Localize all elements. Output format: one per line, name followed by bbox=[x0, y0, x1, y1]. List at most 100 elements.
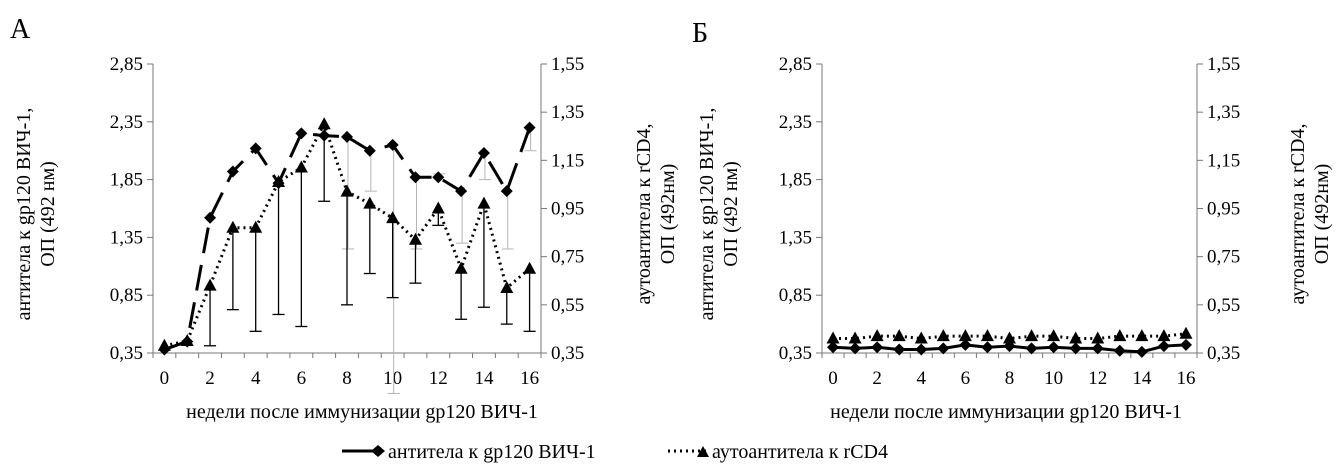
panel-a-right-tick-label: 0,95 bbox=[551, 199, 584, 220]
panel-b-series-gp120-point bbox=[959, 338, 972, 351]
panel-b-left-tick-label: 2,85 bbox=[779, 54, 812, 75]
panel-a-series-rcd4-point bbox=[226, 220, 240, 233]
legend-label-rcd4: аутоантитела к rCD4 bbox=[712, 441, 888, 463]
panel-b-series-gp120-point bbox=[849, 342, 862, 355]
panel-b-series-rcd4-point bbox=[1091, 331, 1105, 344]
panel-a-right-tick-label: 1,55 bbox=[551, 54, 584, 75]
panel-a-x-tick-label: 6 bbox=[297, 368, 307, 389]
panel-b-x-tick-label: 0 bbox=[828, 368, 838, 389]
panel-a-x-tick-label: 0 bbox=[160, 368, 170, 389]
panel-a-series-rcd4-point bbox=[249, 220, 263, 233]
panel-b-series-rcd4-point bbox=[936, 329, 950, 342]
panel-b-x-axis-label: недели после иммунизации gp120 ВИЧ-1 bbox=[830, 401, 1182, 423]
plots: 0,35 0,85 1,35 1,85 2,35 2,85 0,35 0,55 0,75 0,95… bbox=[110, 54, 1241, 394]
panel-a-x-tick-label: 2 bbox=[205, 368, 215, 389]
panel-a-x-tick-label: 8 bbox=[342, 368, 352, 389]
panel-a-right-tick-label: 1,35 bbox=[551, 102, 584, 123]
panel-b-right-tick-label: 1,55 bbox=[1207, 54, 1240, 75]
panel-b-series-rcd4-point bbox=[848, 331, 862, 344]
panel-a-left-tick-label: 2,85 bbox=[110, 54, 143, 75]
panel-b-right-tick-label: 1,35 bbox=[1207, 102, 1240, 123]
panel-a-left-tick-label: 1,35 bbox=[110, 227, 143, 248]
panel-b-x-tick-label: 4 bbox=[917, 368, 927, 389]
panel-b-right-tick-label: 1,15 bbox=[1207, 150, 1240, 171]
panel-a-x-axis-label: недели после иммунизации gp120 ВИЧ-1 bbox=[186, 401, 538, 423]
panel-b-series-gp120-point bbox=[893, 343, 906, 356]
panel-b-series-rcd4-point bbox=[958, 329, 972, 342]
panel-b-series-rcd4-point bbox=[1135, 329, 1149, 342]
panel-b-right-y-label-line1: аутоантитела к rCD4, bbox=[1287, 124, 1309, 305]
panel-b-series-rcd4-point bbox=[1003, 331, 1016, 344]
panel-b-series-gp120-point bbox=[1091, 342, 1104, 355]
panel-a-letter: А bbox=[10, 14, 31, 45]
panel-b-series-gp120-point bbox=[827, 341, 840, 354]
legend-swatch-gp120 bbox=[342, 445, 385, 457]
panel-a-series-gp120-point bbox=[500, 185, 513, 198]
panel-a-series-rcd4-point bbox=[157, 338, 171, 351]
panel-a-series-rcd4-point bbox=[500, 280, 514, 293]
panel-b-series-rcd4-point bbox=[980, 329, 994, 342]
panel-b-plot: 0,35 0,85 1,35 1,85 2,35 2,85 0,35 0,55 0,75 0,95… bbox=[779, 54, 1241, 389]
panel-a-series-rcd4-point bbox=[272, 175, 286, 188]
panel-a-left-y-label-line2: ОП (492 нм) bbox=[37, 161, 59, 267]
panel-b-series-gp120-point bbox=[871, 341, 884, 354]
panel-b-series-gp120-point bbox=[981, 341, 994, 354]
panel-b-series-rcd4-point bbox=[892, 329, 906, 342]
panel-a-left-tick-label: 0,35 bbox=[110, 343, 143, 364]
panel-b-x-tick-label: 12 bbox=[1088, 368, 1107, 389]
panel-a-series-rcd4-point bbox=[180, 333, 194, 346]
panel-a-series-gp120-point bbox=[226, 165, 239, 178]
panel-a-x-tick-label: 12 bbox=[429, 368, 448, 389]
panel-b-right-tick-label: 0,55 bbox=[1207, 295, 1240, 316]
panel-b-x-tick-label: 8 bbox=[1005, 368, 1015, 389]
panel-a-x-tick-label: 14 bbox=[474, 368, 494, 389]
panel-b-left-tick-label: 1,35 bbox=[779, 227, 812, 248]
panel-b-x-tick-label: 16 bbox=[1176, 368, 1195, 389]
panel-a-series-rcd4-point bbox=[294, 160, 308, 173]
panel-a-series-rcd4-point bbox=[477, 196, 491, 209]
panel-b-series-gp120-point bbox=[1135, 345, 1148, 358]
panel-b-series-rcd4-point bbox=[914, 331, 928, 344]
legend-label-gp120: антитела к gp120 ВИЧ-1 bbox=[388, 441, 596, 463]
panel-b-series-gp120-point bbox=[1047, 341, 1060, 354]
panel-a-series-gp120-point bbox=[477, 147, 490, 160]
panel-a-x-tick-label: 16 bbox=[520, 368, 539, 389]
panel-b-series-gp120-point bbox=[1069, 342, 1082, 355]
panel-b-series-rcd4-point bbox=[1025, 329, 1039, 342]
panel-b-right-tick-label: 0,75 bbox=[1207, 247, 1240, 268]
panel-a-series-gp120-point bbox=[204, 211, 217, 224]
panel-a-right-y-label-line2: ОП (492нм) bbox=[657, 164, 679, 265]
panel-a-series-gp120-point bbox=[432, 171, 445, 184]
panel-b-x-tick-label: 2 bbox=[872, 368, 882, 389]
panel-a-series-rcd4-point bbox=[340, 184, 354, 197]
panel-b-series-gp120-point bbox=[937, 342, 950, 355]
panel-a-series-gp120-point bbox=[363, 144, 376, 157]
legend-swatch-rcd4 bbox=[668, 446, 710, 457]
legend: антитела к gp120 ВИЧ-1 аутоантитела к rC… bbox=[342, 441, 888, 463]
panel-a-series-rcd4-point bbox=[408, 232, 422, 245]
panel-b-left-y-label-line2: ОП (492 нм) bbox=[720, 161, 742, 267]
panel-b-series-rcd4-line bbox=[833, 332, 1187, 341]
panel-b-x-tick-label: 6 bbox=[961, 368, 971, 389]
panel-a-x-tick-label: 4 bbox=[251, 368, 261, 389]
panel-b-left-tick-label: 0,85 bbox=[779, 285, 812, 306]
panel-b-series-rcd4-point bbox=[1157, 329, 1171, 342]
panel-b-series-rcd4-point bbox=[1047, 329, 1061, 342]
panel-b-left-y-label-line1: антитела к gp120 ВИЧ-1, bbox=[696, 108, 718, 321]
panel-b-left-tick-label: 0,35 bbox=[779, 343, 812, 364]
panel-a-series-gp120-point bbox=[249, 142, 262, 155]
panel-a-series-gp120-point bbox=[386, 138, 399, 151]
panel-a-series-rcd4-point bbox=[363, 196, 377, 209]
panel-b-x-tick-label: 14 bbox=[1132, 368, 1152, 389]
panel-b-right-tick-label: 0,35 bbox=[1207, 343, 1240, 364]
panel-b-series-gp120-point bbox=[915, 343, 928, 356]
panel-b-left-tick-label: 2,35 bbox=[779, 112, 812, 133]
panel-a-right-tick-label: 1,15 bbox=[551, 150, 584, 171]
panel-a-x-tick-label: 10 bbox=[383, 368, 402, 389]
panel-a-plot: 0,35 0,85 1,35 1,85 2,35 2,85 0,35 0,55 0,75 0,95… bbox=[110, 54, 584, 394]
panel-a-left-tick-label: 0,85 bbox=[110, 285, 143, 306]
panel-a-series-rcd4-point bbox=[431, 201, 445, 214]
panel-b-series-rcd4-point bbox=[1113, 329, 1127, 342]
panel-b-series-gp120-point bbox=[1113, 344, 1126, 357]
